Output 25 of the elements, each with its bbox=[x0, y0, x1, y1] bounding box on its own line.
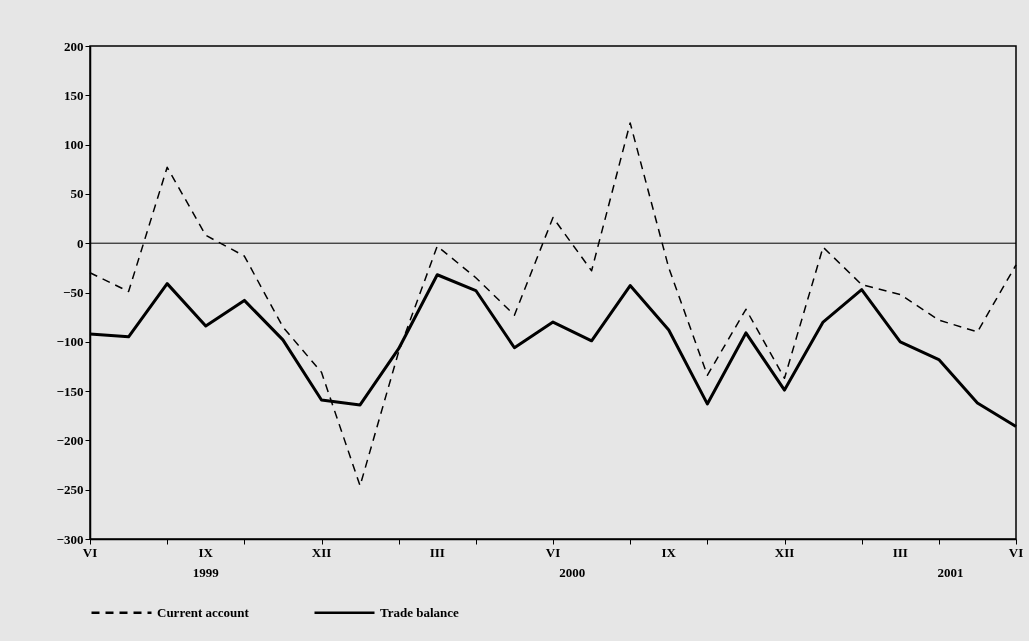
legend-label: Trade balance bbox=[380, 604, 460, 620]
x-tick-label: VI bbox=[82, 545, 98, 560]
x-tick-label: VI bbox=[545, 545, 561, 560]
x-tick-label: VI bbox=[1008, 545, 1024, 560]
y-tick-label: −300 bbox=[56, 531, 84, 547]
y-tick-label: −100 bbox=[56, 334, 84, 350]
x-tick-label: III bbox=[892, 545, 908, 560]
y-tick-label: −250 bbox=[56, 482, 84, 498]
y-tick-label: 100 bbox=[64, 137, 84, 153]
x-tick-label: IX bbox=[661, 545, 677, 560]
legend-label: Current account bbox=[157, 604, 250, 620]
x-tick-label: IX bbox=[198, 545, 214, 560]
y-tick-label: 50 bbox=[70, 186, 84, 202]
x-tick-label: III bbox=[429, 545, 445, 560]
text: 2000 bbox=[559, 565, 586, 580]
y-tick-label: 200 bbox=[64, 38, 84, 54]
y-tick-label: −50 bbox=[63, 285, 84, 300]
y-tick-label: −200 bbox=[56, 432, 84, 448]
text: 1999 bbox=[192, 565, 220, 580]
y-tick-label: −150 bbox=[56, 383, 84, 399]
y-tick-label: 150 bbox=[64, 87, 84, 103]
x-tick-label: XII bbox=[774, 545, 795, 560]
y-tick-label: 0 bbox=[77, 235, 84, 251]
x-tick-label: XII bbox=[311, 545, 332, 560]
text: 2001 bbox=[937, 565, 964, 580]
